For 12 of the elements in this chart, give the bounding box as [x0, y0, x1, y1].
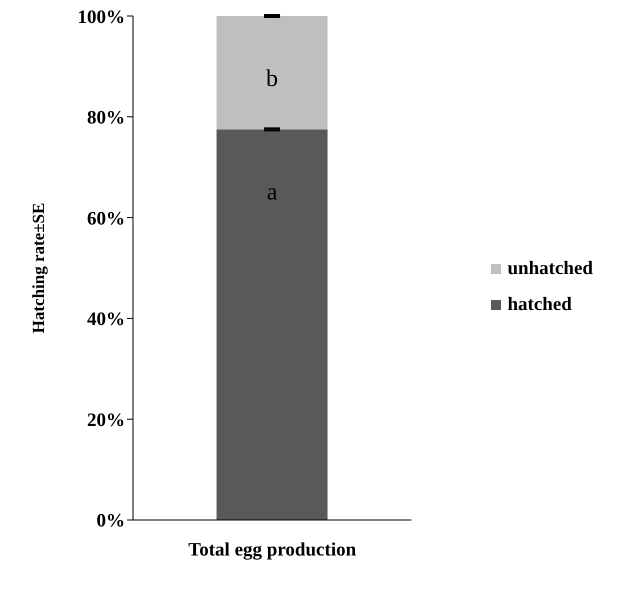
x-tick-label: Total egg production [188, 539, 357, 560]
legend-label: unhatched [507, 258, 593, 280]
annotation: a [266, 179, 278, 206]
y-tick-label: 100% [78, 6, 125, 28]
annotation: b [266, 66, 278, 92]
y-tick-label: 20% [87, 410, 125, 431]
y-tick-label: 60% [87, 208, 125, 230]
legend-label: hatched [507, 294, 572, 316]
y-tick-label: 0% [96, 510, 125, 532]
y-tick-label: 80% [87, 108, 125, 129]
y-tick-label: 40% [87, 309, 125, 330]
y-axis-title: Hatching rate±SE [29, 202, 48, 334]
